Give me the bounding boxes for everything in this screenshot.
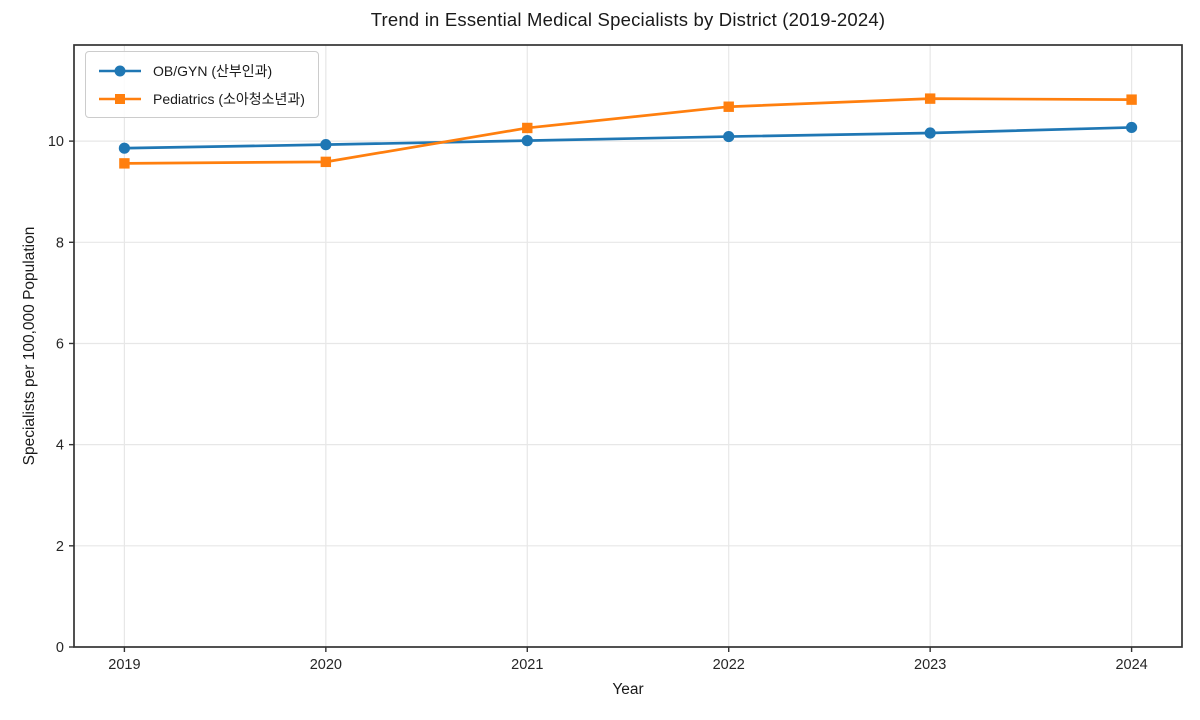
y-tick-label: 6 bbox=[56, 336, 64, 352]
data-point-square bbox=[723, 101, 734, 112]
legend-line-circle-icon bbox=[99, 65, 141, 76]
data-point-circle bbox=[723, 130, 735, 143]
data-point-circle bbox=[521, 135, 533, 147]
data-point-circle bbox=[320, 139, 332, 151]
legend-label-obgyn: OB/GYN (산부인과) bbox=[153, 62, 273, 79]
chart-title: Trend in Essential Medical Specialists b… bbox=[370, 9, 886, 30]
y-axis-label: Specialists per 100,000 Population bbox=[21, 226, 38, 466]
x-tick-label: 2024 bbox=[1115, 657, 1147, 673]
series-line-circle bbox=[123, 126, 1133, 150]
y-tick-label: 0 bbox=[56, 640, 64, 656]
legend: OB/GYN (산부인과) Pediatrics (소아청소년과) bbox=[85, 51, 319, 118]
legend-label-pediatrics: Pediatrics (소아청소년과) bbox=[153, 90, 305, 107]
y-tick-label: 10 bbox=[48, 134, 64, 150]
x-tick-label: 2023 bbox=[914, 657, 946, 673]
x-tick-label: 2019 bbox=[108, 657, 140, 673]
data-point-square bbox=[522, 122, 533, 134]
data-point-circle bbox=[118, 142, 130, 154]
data-point-circle bbox=[924, 127, 936, 139]
legend-line-square-icon bbox=[99, 93, 141, 104]
axes-spines bbox=[73, 44, 1183, 648]
data-point-circle bbox=[1126, 121, 1138, 134]
x-tick-label: 2021 bbox=[511, 657, 543, 673]
y-tick-label: 2 bbox=[56, 539, 64, 555]
y-tick-label: 4 bbox=[56, 438, 64, 454]
data-point-square bbox=[320, 156, 332, 168]
y-tick-label: 8 bbox=[56, 235, 64, 251]
data-point-square bbox=[119, 158, 130, 169]
legend-item-obgyn: OB/GYN (산부인과) bbox=[96, 59, 305, 82]
data-point-square bbox=[1126, 94, 1137, 105]
x-tick-label: 2022 bbox=[713, 657, 745, 673]
x-axis-label: Year bbox=[612, 681, 644, 698]
data-point-square bbox=[924, 93, 936, 104]
x-tick-label: 2020 bbox=[310, 657, 342, 673]
legend-item-pediatrics: Pediatrics (소아청소년과) bbox=[96, 87, 305, 110]
series-line-square bbox=[123, 97, 1133, 165]
